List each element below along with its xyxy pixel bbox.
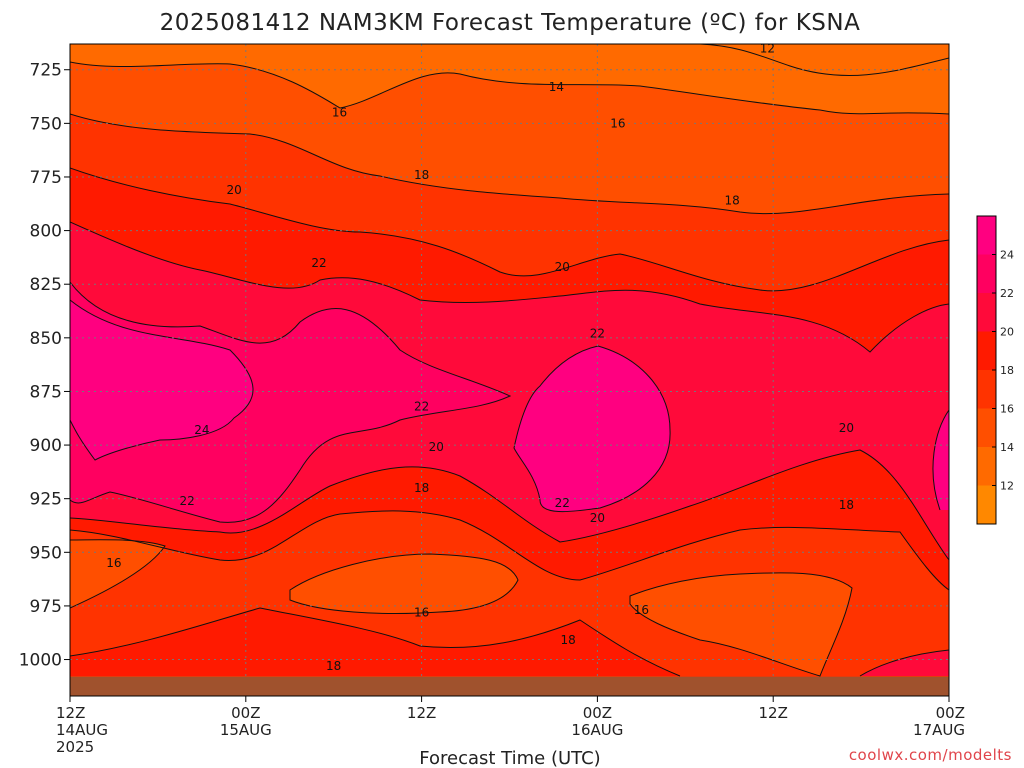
contour-label: 22 — [555, 496, 570, 510]
contour-label: 24 — [194, 423, 209, 437]
contour-label: 22 — [311, 256, 326, 270]
x-tick-label: 12Z — [407, 704, 436, 722]
colorbar-swatch — [977, 293, 996, 332]
colorbar-swatch — [977, 408, 996, 448]
colorbar-swatch — [977, 216, 996, 255]
colorbar-tick-label: 20 — [1000, 326, 1014, 339]
chart-title: 2025081412 NAM3KM Forecast Temperature (… — [160, 10, 861, 36]
y-tick-label: 825 — [30, 275, 62, 295]
x-tick-label: 00Z — [936, 704, 965, 722]
y-tick-label: 750 — [30, 114, 62, 134]
x-tick-label: 2025 — [56, 738, 94, 756]
gridlines — [70, 44, 949, 696]
x-axis-label: Forecast Time (UTC) — [419, 748, 600, 768]
plot-area: 12 14 16 16 18 18 20 20 22 22 22 24 20 18 22 22 20 20 18 16… — [70, 41, 949, 696]
colorbar-swatch — [977, 370, 996, 409]
band-above-24-right — [932, 410, 949, 510]
contour-label: 20 — [429, 440, 444, 454]
y-tick-label: 800 — [30, 222, 62, 242]
contour-label: 22 — [414, 399, 429, 413]
x-tick-label: 15AUG — [220, 721, 272, 739]
y-tick-label: 850 — [30, 329, 62, 349]
colorbar-swatch — [977, 254, 996, 294]
colorbar-tick-label: 18 — [1000, 364, 1014, 377]
y-tick-label: 1000 — [19, 651, 62, 671]
y-tick-label: 975 — [30, 597, 62, 617]
y-tick-label: 725 — [30, 61, 62, 81]
x-tick-label: 12Z — [759, 704, 788, 722]
contour-label: 20 — [590, 511, 605, 525]
contour-label: 16 — [610, 116, 625, 130]
contour-labels: 12 14 16 16 18 18 20 20 22 22 22 24 20 18 22 22 20 20 18 16… — [106, 41, 854, 673]
y-tick-label: 900 — [30, 436, 62, 456]
band-above-24-middle — [514, 346, 671, 512]
contour-label: 18 — [414, 481, 429, 495]
contour-label: 18 — [839, 498, 854, 512]
colorbar-tick-label: 22 — [1000, 287, 1014, 300]
band-above-24-core — [70, 300, 254, 460]
contour-label: 18 — [725, 194, 740, 208]
band-lower-16-left — [70, 539, 165, 608]
y-tick-label: 775 — [30, 168, 62, 188]
contour-label: 18 — [326, 659, 341, 673]
x-tick-label: 14AUG — [56, 721, 108, 739]
colorbar-tick-label: 12 — [1000, 480, 1014, 493]
contour-label: 16 — [332, 106, 347, 120]
y-tick-label: 950 — [30, 543, 62, 563]
band-near-surface — [70, 608, 680, 676]
contour-label: 18 — [560, 633, 575, 647]
colorbar-tick-label: 14 — [1000, 441, 1014, 454]
contour-label: 16 — [106, 556, 121, 570]
contour-label: 20 — [555, 260, 570, 274]
contour-label: 16 — [414, 605, 429, 619]
contour-label: 22 — [590, 327, 605, 341]
colorbar: 12 14 16 18 20 22 24 — [976, 215, 1014, 525]
y-tick-label: 925 — [30, 490, 62, 510]
x-tick-label: 00Z — [231, 704, 260, 722]
colorbar-tick-label: 16 — [1000, 403, 1014, 416]
contour-label: 14 — [549, 80, 564, 94]
x-tick-label: 12Z — [56, 704, 85, 722]
contour-label: 12 — [760, 41, 775, 55]
x-tick-label: 00Z — [583, 704, 612, 722]
x-tick-label: 17AUG — [913, 721, 965, 739]
ground-surface — [70, 676, 949, 696]
colorbar-swatch — [977, 485, 996, 525]
y-tick-label: 875 — [30, 382, 62, 402]
band-lower-16-mid — [290, 554, 518, 614]
x-tick-label: 16AUG — [571, 721, 623, 739]
contour-label: 20 — [226, 183, 241, 197]
contour-lines — [70, 44, 949, 677]
contour-label: 22 — [180, 494, 195, 508]
contour-label: 18 — [414, 168, 429, 182]
contour-label: 20 — [839, 421, 854, 435]
plot-frame — [69, 43, 950, 697]
colorbar-tick-label: 24 — [1000, 249, 1014, 262]
y-axis: 725 750 775 800 825 850 875 900 925 950 975 1000 — [19, 61, 70, 671]
band-lower-16-right — [630, 572, 852, 676]
band-near-surface-right — [860, 650, 949, 676]
credit-text: coolwx.com/modelts — [849, 746, 1012, 764]
colorbar-swatch — [977, 331, 996, 371]
contour-label: 16 — [634, 603, 649, 617]
colorbar-swatch — [977, 447, 996, 486]
